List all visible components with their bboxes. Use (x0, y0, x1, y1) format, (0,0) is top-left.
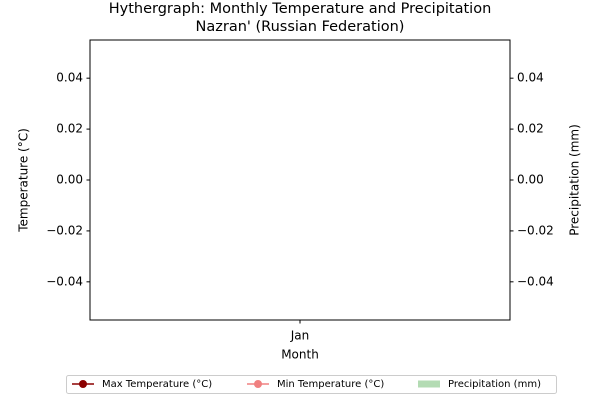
y-axis-label: Temperature (°C) (17, 128, 31, 233)
legend-marker (254, 380, 262, 388)
plot-frame (89, 39, 511, 321)
legend-label: Precipitation (mm) (448, 379, 541, 390)
y-tick-label: 0.00 (56, 173, 83, 187)
y2-tick-label: 0.04 (517, 71, 544, 85)
chart-title: Hythergraph: Monthly Temperature and Pre… (109, 1, 492, 17)
y-tick-label: 0.02 (56, 122, 83, 136)
y2-tick-label: −0.04 (517, 274, 554, 288)
y-tick-label: −0.02 (46, 223, 83, 237)
x-axis-label: Month (281, 348, 319, 362)
y2-tick-label: 0.02 (517, 122, 544, 136)
legend-label: Max Temperature (°C) (102, 379, 212, 390)
x-tick-label: Jan (290, 329, 310, 343)
y2-tick-label: 0.00 (517, 173, 544, 187)
y2-axis-label: Precipitation (mm) (568, 124, 582, 236)
legend-box (66, 375, 557, 394)
chart-subtitle: Nazran' (Russian Federation) (196, 19, 405, 35)
legend-marker (79, 380, 87, 388)
y2-tick-label: −0.02 (517, 223, 554, 237)
legend-swatch (418, 380, 440, 388)
y-tick-label: 0.04 (56, 71, 83, 85)
legend-label: Min Temperature (°C) (277, 379, 384, 390)
y-tick-label: −0.04 (46, 274, 83, 288)
